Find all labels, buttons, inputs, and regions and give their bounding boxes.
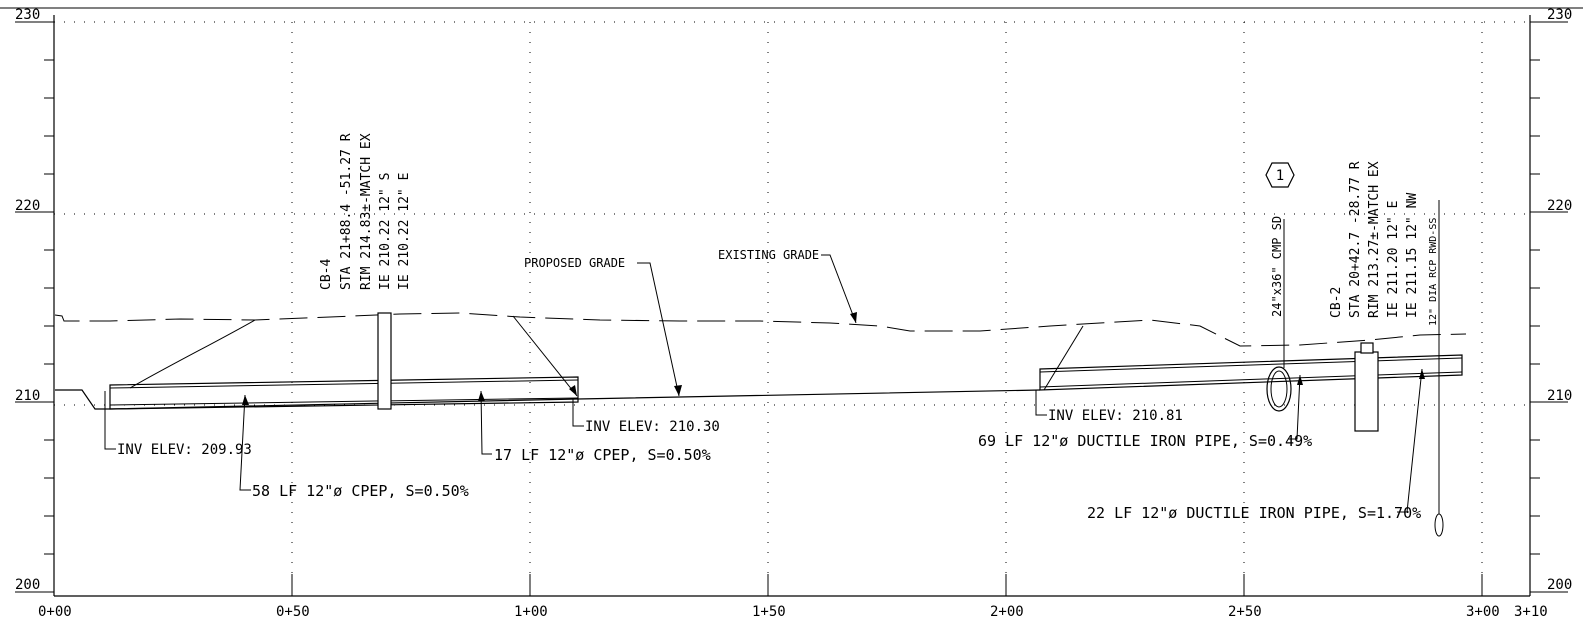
cb2-ie-northwest: IE 211.15 12" NW (1405, 193, 1420, 318)
proposed-grade-line (55, 389, 1041, 410)
cb4-rim: RIM 214.83±-MATCH EX (359, 133, 374, 290)
station-label-1-50: 1+50 (752, 604, 786, 620)
keynote-hexagon (1265, 162, 1295, 188)
station-label-0-50: 0+50 (276, 604, 310, 620)
cb4-ie-south: IE 210.22 12" S (378, 173, 393, 290)
station-label-2-50: 2+50 (1228, 604, 1262, 620)
elev-label-200-right: 200 (1547, 577, 1572, 593)
inv-elev-209-93: INV ELEV: 209.93 (117, 442, 252, 458)
elev-label-230: 230 (15, 7, 40, 23)
elev-label-200: 200 (15, 577, 40, 593)
cb4-ie-east: IE 210.22 12" E (397, 173, 412, 290)
cb4-station: STA 21+88.4 -51.27 R (339, 133, 354, 290)
inv-elev-210-81: INV ELEV: 210.81 (1048, 408, 1183, 424)
station-label-2-00: 2+00 (990, 604, 1024, 620)
rwd-pipe (1434, 200, 1444, 537)
elev-label-220-right: 220 (1547, 198, 1572, 214)
elev-label-210: 210 (15, 388, 40, 404)
cb4-structure (377, 312, 392, 410)
inv-elev-210-30: INV ELEV: 210.30 (585, 419, 720, 435)
station-label-3-10: 3+10 (1514, 604, 1548, 620)
elevation-ticks (15, 21, 1568, 593)
cb2-structure (1354, 342, 1379, 432)
cb2-label-stack: CB-2 STA 20+42.7 -28.77 R RIM 213.27±-MA… (1329, 161, 1420, 318)
existing-grade-label: EXISTING GRADE (718, 248, 819, 262)
pipe-69-callout: 69 LF 12"ø DUCTILE IRON PIPE, S=0.49% (978, 432, 1312, 450)
dip-69-pipe (1039, 354, 1463, 391)
leader-lines (104, 254, 1423, 513)
proposed-grade-label: PROPOSED GRADE (524, 256, 625, 270)
cpep-pipe (109, 376, 579, 410)
dotted-grid (54, 21, 1530, 596)
station-ticks (291, 574, 1483, 596)
keynote-number: 1 (1276, 168, 1284, 184)
elev-label-230-right: 230 (1547, 7, 1572, 23)
cb2-rim: RIM 213.27±-MATCH EX (1367, 161, 1382, 318)
station-label-1-00: 1+00 (514, 604, 548, 620)
cb2-name: CB-2 (1329, 287, 1344, 318)
pipe-58-callout: 58 LF 12"ø CPEP, S=0.50% (252, 482, 469, 500)
cmp-culvert (1266, 219, 1292, 412)
elev-label-220: 220 (15, 198, 40, 214)
existing-grade-line (54, 312, 1467, 347)
elev-label-210-right: 210 (1547, 388, 1572, 404)
rwd-label: 12" DIA RCP RWD-SS (1428, 218, 1439, 326)
cmp-label: 24"x36" CMP SD (1270, 216, 1284, 317)
cb4-label-stack: CB-4 STA 21+88.4 -51.27 R RIM 214.83±-MA… (319, 133, 412, 290)
pipe-22-callout: 22 LF 12"ø DUCTILE IRON PIPE, S=1.70% (1087, 504, 1421, 522)
leader-arrows (242, 312, 1425, 405)
pipe-17-callout: 17 LF 12"ø CPEP, S=0.50% (494, 446, 711, 464)
cb2-ie-east: IE 211.20 12" E (1386, 201, 1401, 318)
cb2-station: STA 20+42.7 -28.77 R (1348, 161, 1363, 318)
cb4-name: CB-4 (319, 259, 334, 290)
station-label-3-00: 3+00 (1466, 604, 1500, 620)
station-label-0-00: 0+00 (38, 604, 72, 620)
